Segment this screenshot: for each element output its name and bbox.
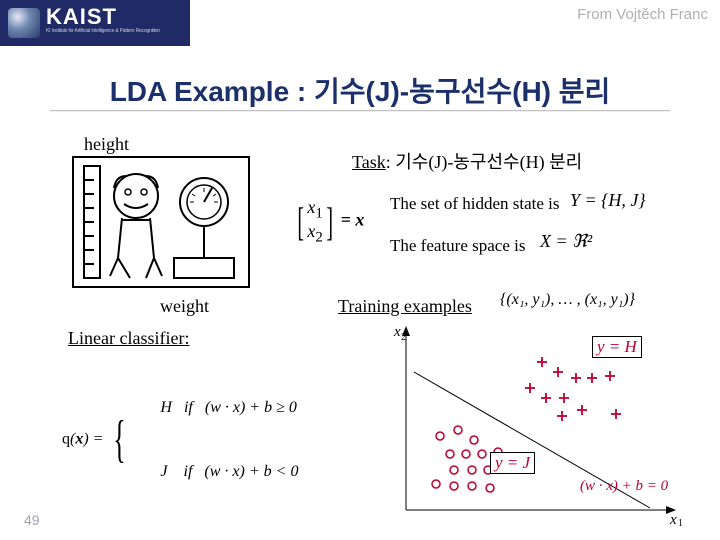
slide: KAIST KI Institute for Artificial Intell…: [0, 0, 720, 540]
slide-title: LDA Example : 기수(J)-농구선수(H) 분리: [0, 70, 720, 110]
formula-classifier: q(x) = { H if (w · x) + b ≥ 0 J if (w · …: [62, 360, 298, 520]
linear-classifier-label: Linear classifier:: [68, 328, 189, 349]
task-rest: : 기수(J)-농구선수(H) 분리: [386, 152, 582, 172]
svg-text:2: 2: [401, 332, 406, 343]
eq-y-equals-J: y = J: [490, 452, 535, 474]
task-line: Task: 기수(J)-농구선수(H) 분리: [352, 148, 582, 174]
hidden-state-text: The set of hidden state is: [390, 194, 560, 214]
height-weight-illustration: [72, 156, 250, 288]
svg-text:x: x: [393, 324, 401, 340]
kaist-logo: KAIST KI Institute for Artificial Intell…: [8, 6, 178, 40]
training-label: Training examples: [338, 296, 472, 317]
formula-feature-space: X = ℜ²: [540, 231, 592, 252]
illustration-svg: [74, 158, 248, 286]
task-prefix: Task: [352, 152, 386, 172]
logo-bar: KAIST KI Institute for Artificial Intell…: [0, 0, 190, 46]
formula-training-set: {(x₁, y₁), … , (x₁, y₁)}: [500, 291, 635, 309]
attribution: From Vojtěch Franc: [577, 6, 708, 23]
classifier-row-2: J if (w · x) + b < 0: [160, 463, 298, 480]
eq-hyperplane: (w · x) + b = 0: [580, 478, 668, 495]
kaist-text: KAIST: [46, 4, 117, 30]
feature-space-text: The feature space is: [390, 236, 525, 256]
page-number: 49: [24, 512, 40, 528]
kaist-mark-icon: [8, 8, 40, 38]
formula-hidden-state: Y = {H, J}: [570, 190, 646, 211]
weight-label: weight: [160, 296, 209, 317]
svg-text:x: x: [669, 512, 677, 526]
kaist-subtitle: KI Institute for Artificial Intelligence…: [46, 28, 160, 34]
title-rule: [50, 110, 670, 112]
classifier-row-1: H if (w · x) + b ≥ 0: [160, 399, 296, 416]
eq-y-equals-H: y = H: [592, 336, 642, 358]
classifier-lhs: q(x) =: [62, 431, 107, 448]
height-label: height: [84, 134, 129, 155]
svg-text:1: 1: [678, 518, 683, 526]
formula-x-vector: [x1x2] = x: [294, 198, 364, 245]
